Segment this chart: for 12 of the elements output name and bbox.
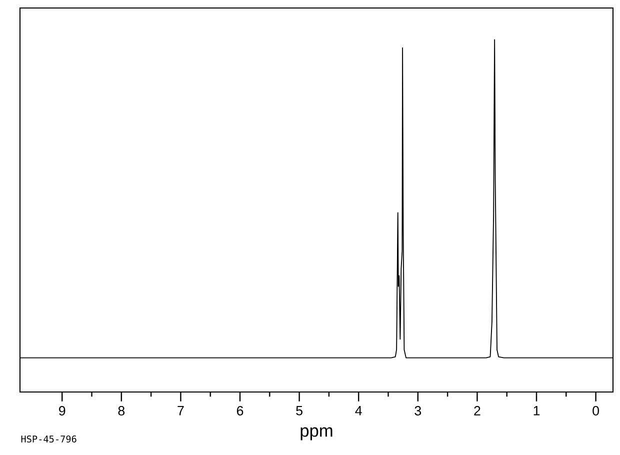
- x-tick-label: 9: [59, 406, 66, 416]
- x-tick-label: 8: [118, 406, 125, 416]
- x-axis-title: ppm: [300, 427, 332, 440]
- x-tick-label: 2: [474, 406, 480, 416]
- x-tick-label: 3: [414, 406, 422, 416]
- x-tick-label: 4: [355, 406, 362, 416]
- x-tick-label: 5: [296, 406, 302, 416]
- x-tick-label: 0: [592, 406, 599, 416]
- x-tick-label: 1: [534, 406, 540, 416]
- x-tick-label: 7: [178, 406, 184, 416]
- x-tick-label: 6: [236, 406, 244, 416]
- text: HSP-45-796: [21, 435, 76, 443]
